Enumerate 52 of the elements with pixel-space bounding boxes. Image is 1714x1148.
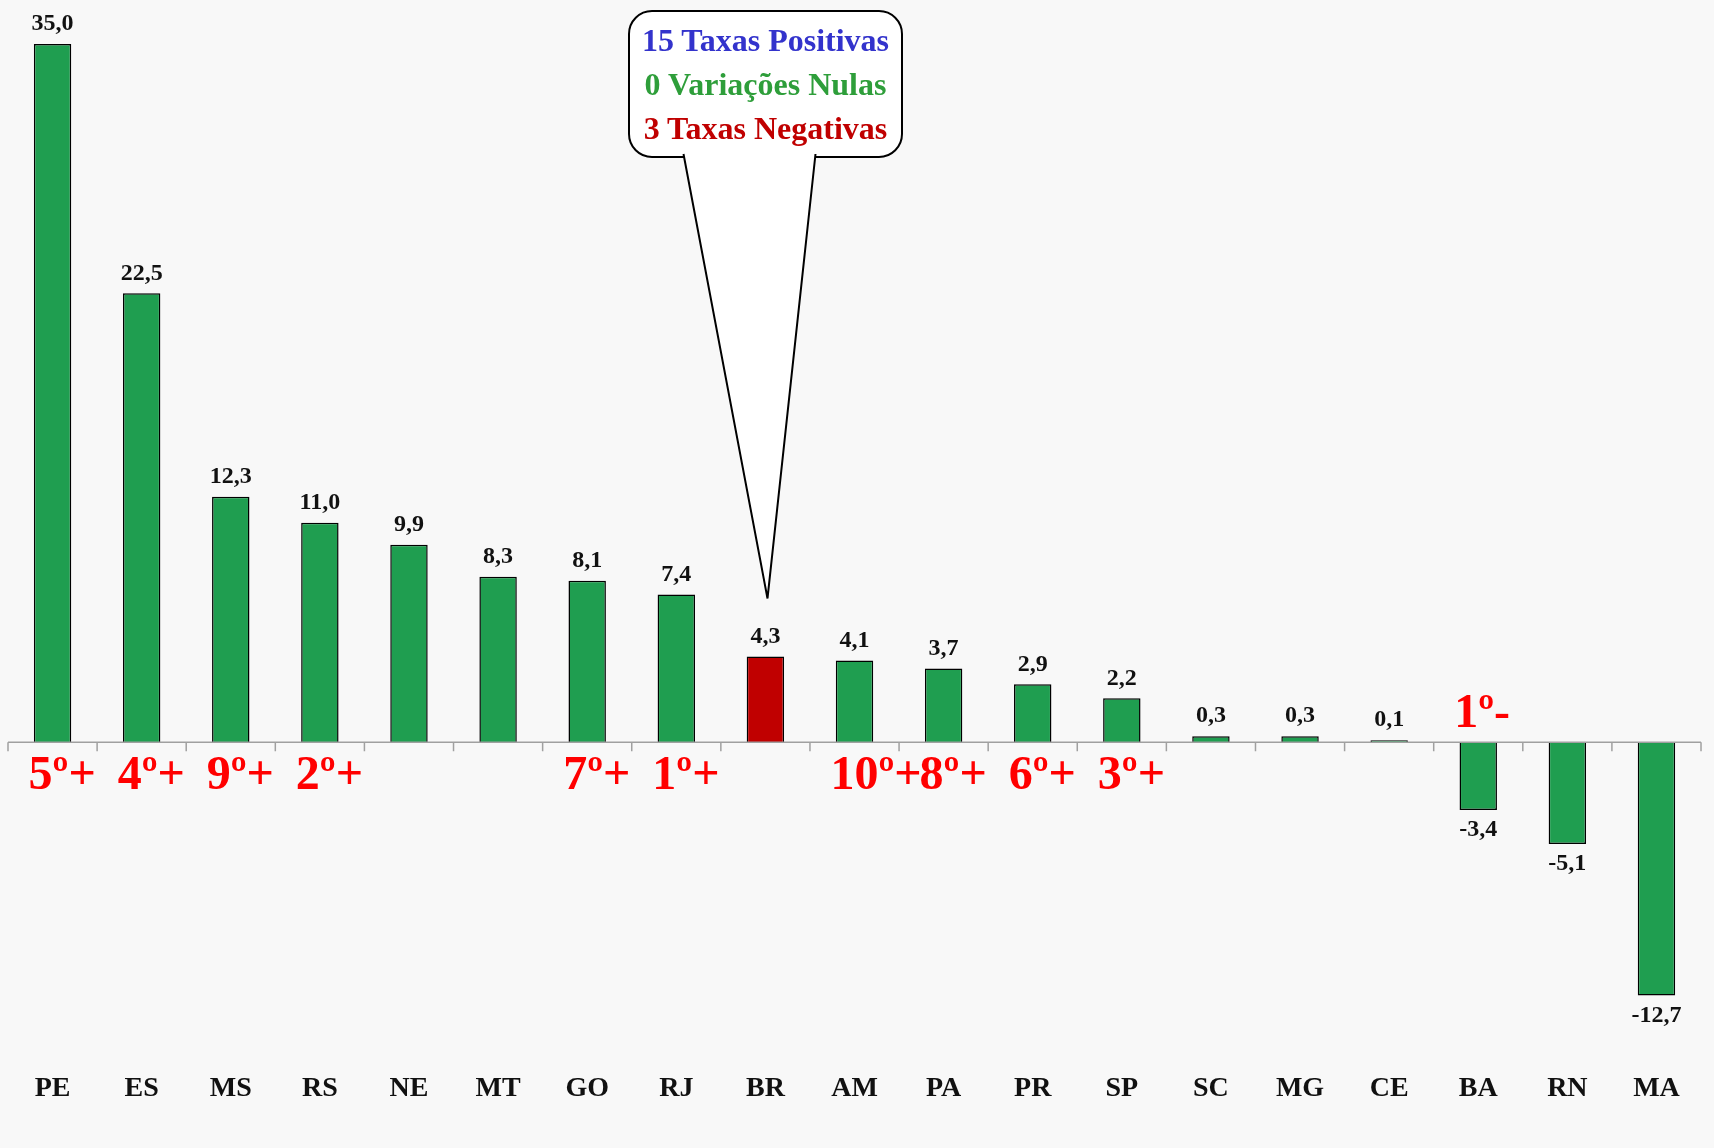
x-tick-label: MS bbox=[209, 1071, 252, 1103]
annotation: 0 Variações Nulas bbox=[643, 65, 888, 104]
annotation: 9º+ bbox=[206, 745, 274, 799]
data-label: -5,1 bbox=[1548, 849, 1587, 876]
annotation: 7º+ bbox=[563, 745, 631, 799]
data-label: 3,7 bbox=[928, 633, 959, 660]
data-label: 12,3 bbox=[209, 462, 252, 489]
annotation: 3º+ bbox=[1097, 745, 1166, 799]
x-tick-label: SP bbox=[1105, 1071, 1139, 1103]
data-label: -3,4 bbox=[1459, 815, 1498, 842]
x-tick-label: SC bbox=[1193, 1071, 1229, 1103]
data-label: 9,9 bbox=[393, 509, 424, 536]
x-tick-label: MT bbox=[475, 1071, 521, 1103]
x-tick-label: BR bbox=[745, 1071, 786, 1103]
data-label: 22,5 bbox=[120, 258, 163, 285]
data-label: -12,7 bbox=[1631, 1000, 1682, 1027]
x-tick-label: RJ bbox=[659, 1071, 694, 1103]
annotation: 15 Taxas Positivas bbox=[641, 21, 890, 60]
data-label: 4,1 bbox=[839, 625, 870, 652]
annotation: 5º+ bbox=[28, 745, 96, 799]
x-tick-label: RS bbox=[301, 1071, 338, 1103]
data-label: 8,3 bbox=[483, 541, 514, 568]
data-label: 0,1 bbox=[1374, 705, 1405, 732]
annotation: 3 Taxas Negativas bbox=[642, 109, 889, 148]
data-label: 0,3 bbox=[1285, 701, 1316, 728]
data-label: 0,3 bbox=[1195, 701, 1226, 728]
annotation: 6º+ bbox=[1008, 745, 1076, 799]
x-tick-label: PE bbox=[34, 1071, 71, 1103]
x-tick-label: PA bbox=[925, 1071, 963, 1103]
annotation: 4º+ bbox=[117, 745, 185, 799]
data-label: 2,9 bbox=[1017, 649, 1048, 676]
annotation: 2º+ bbox=[295, 745, 364, 799]
data-label: 4,3 bbox=[750, 621, 781, 648]
x-tick-label: ES bbox=[124, 1071, 159, 1103]
annotation: 8º+ bbox=[919, 745, 987, 799]
data-label: 35,0 bbox=[31, 9, 74, 36]
data-label: 7,4 bbox=[661, 559, 692, 586]
x-tick-label: RN bbox=[1547, 1071, 1588, 1103]
data-label: 8,1 bbox=[572, 545, 603, 572]
annotation: 1º- bbox=[1454, 683, 1511, 737]
x-tick-label: AM bbox=[831, 1071, 878, 1103]
x-tick-label: MA bbox=[1633, 1071, 1681, 1103]
data-label: 2,2 bbox=[1106, 663, 1137, 690]
x-tick-label: PR bbox=[1014, 1071, 1053, 1103]
x-tick-label: BA bbox=[1458, 1071, 1499, 1103]
x-tick-label: GO bbox=[565, 1071, 609, 1103]
x-tick-label: CE bbox=[1369, 1071, 1409, 1103]
x-tick-label: MG bbox=[1275, 1071, 1325, 1103]
data-label: 11,0 bbox=[299, 487, 341, 514]
annotation: 1º+ bbox=[652, 745, 720, 799]
x-tick-label: NE bbox=[389, 1071, 429, 1103]
annotation: 10º+ bbox=[830, 745, 922, 799]
